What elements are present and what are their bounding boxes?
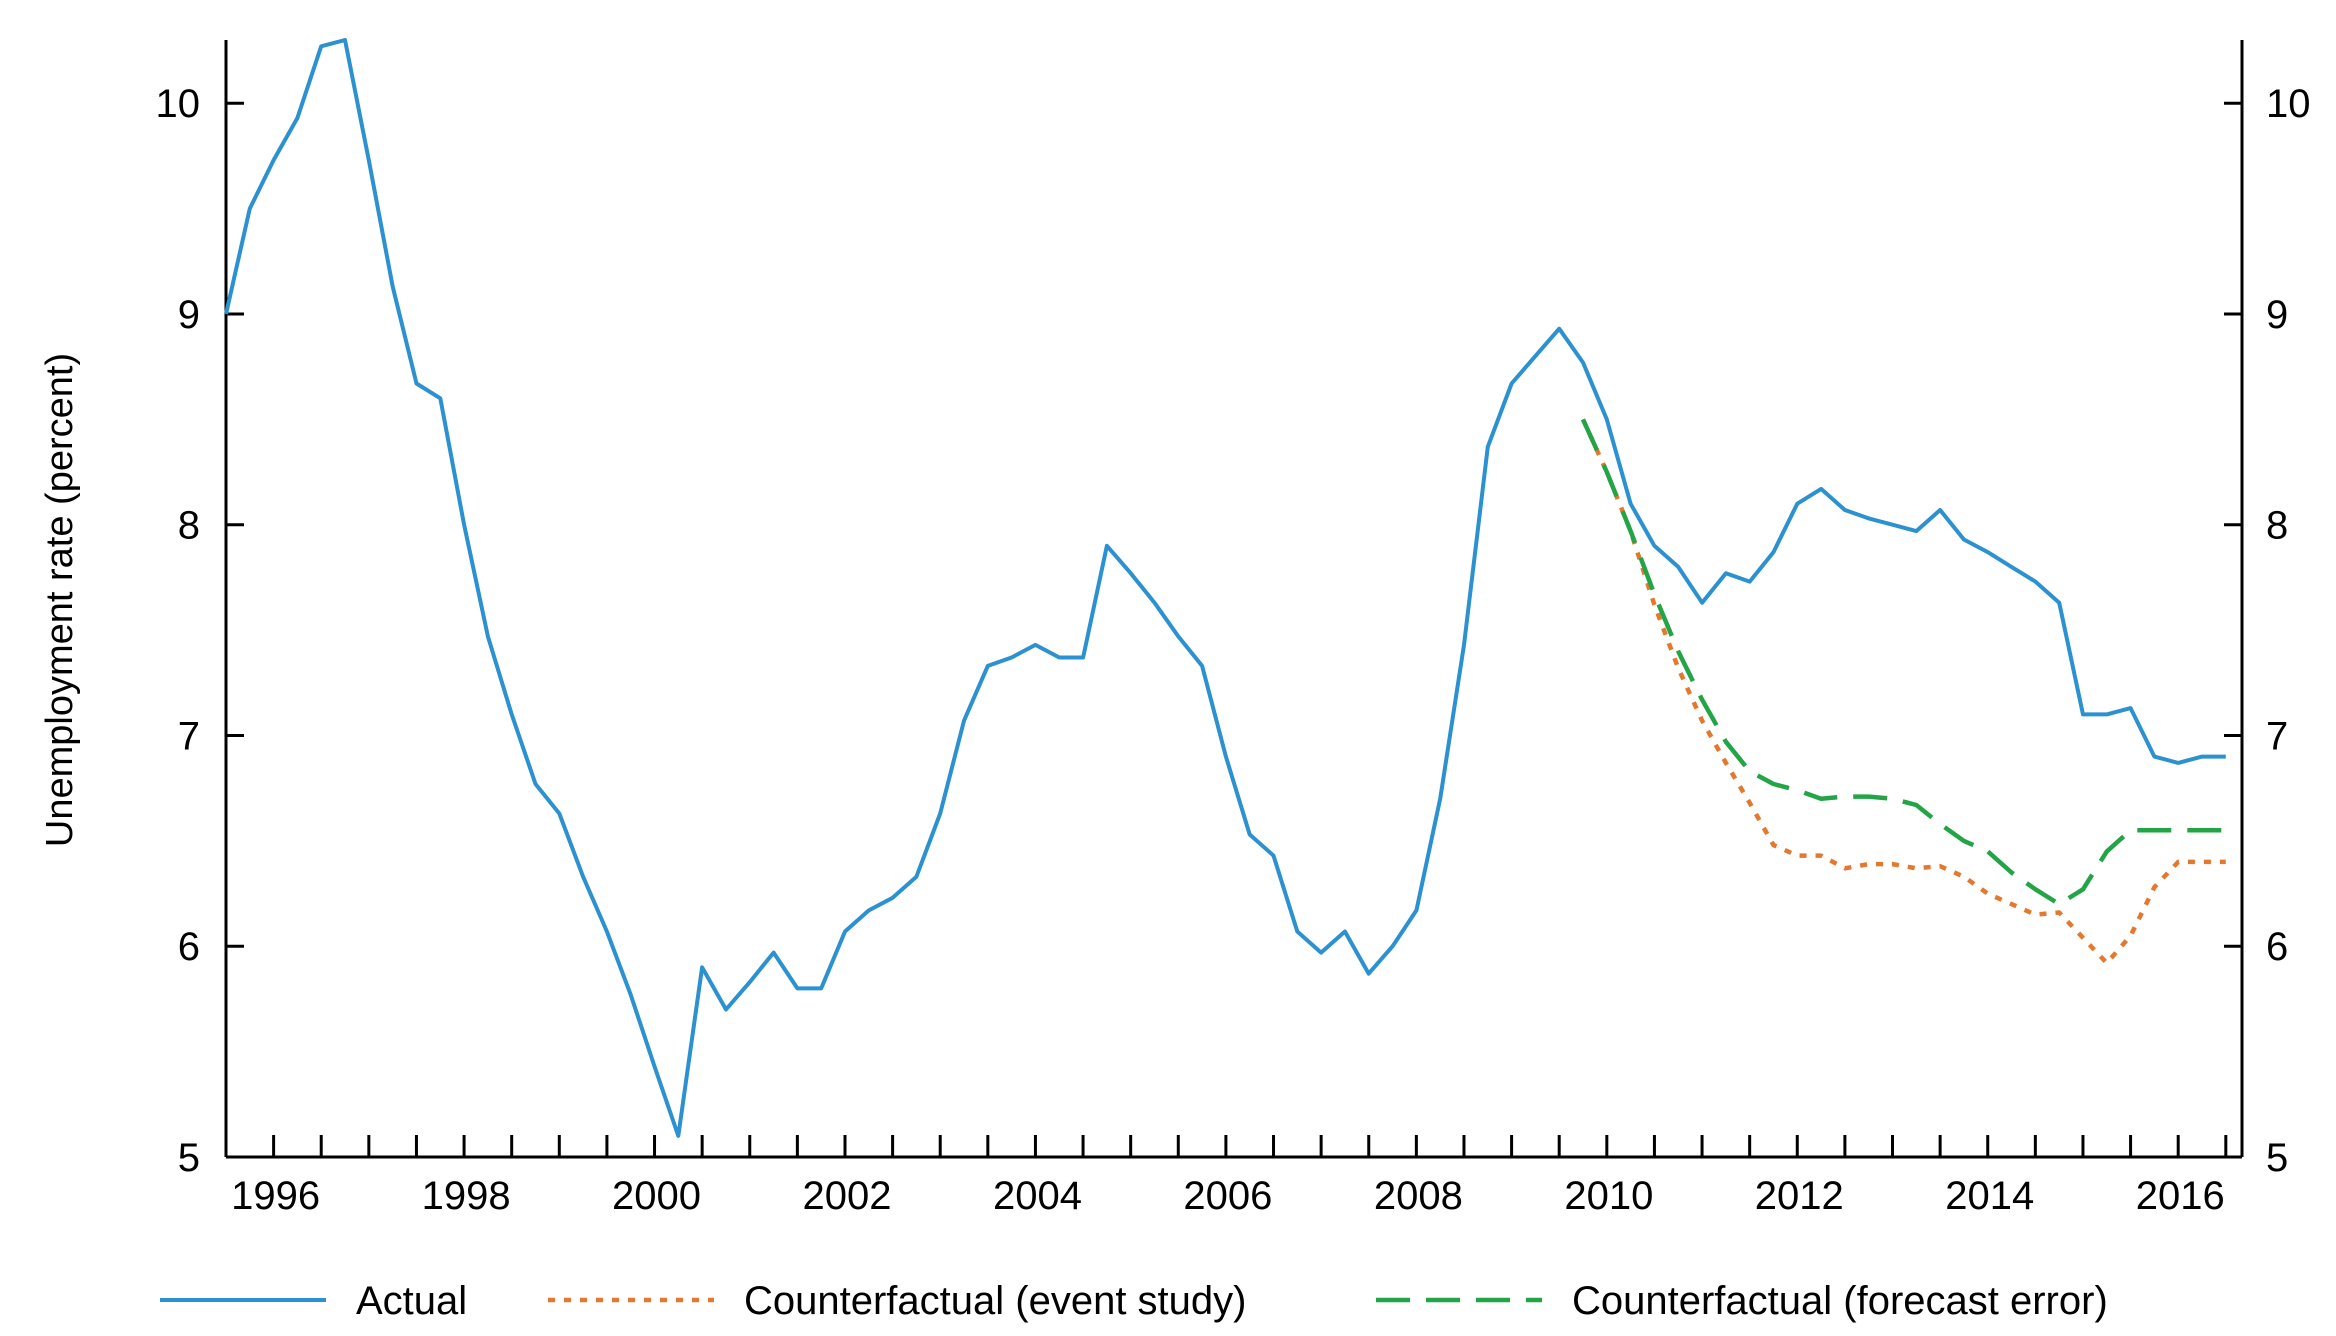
x-tick-label: 2016	[2136, 1174, 2225, 1218]
axes: 5 5 6 6 7 7 8 8 9 9 10 10 1996 1998 2000 2002 2004 2006 20…	[156, 40, 2311, 1218]
y-tick-label-right: 8	[2266, 504, 2288, 548]
y-tick-label-left: 7	[178, 714, 200, 758]
x-tick-label: 2002	[802, 1174, 891, 1218]
y-tick-label-left: 9	[178, 293, 200, 337]
legend-label: Counterfactual (forecast error)	[1572, 1279, 2108, 1323]
x-tick-label: 2008	[1374, 1174, 1463, 1218]
y-tick-label-right: 5	[2266, 1136, 2288, 1180]
legend-label: Counterfactual (event study)	[744, 1279, 1246, 1323]
x-tick-label: 2012	[1755, 1174, 1844, 1218]
x-tick-label: 2000	[612, 1174, 701, 1218]
y-tick-label-right: 9	[2266, 293, 2288, 337]
series-line-forecast-error	[1580, 418, 2226, 907]
y-tick-label-right: 6	[2266, 925, 2288, 969]
x-tick-label: 1998	[422, 1174, 511, 1218]
y-tick-label-left: 5	[178, 1136, 200, 1180]
series-line-actual	[224, 38, 2226, 1138]
x-tick-label: 2004	[993, 1174, 1082, 1218]
y-tick-label-left: 10	[156, 82, 201, 126]
series-line-event-study	[1580, 418, 2226, 966]
y-tick-label-left: 6	[178, 925, 200, 969]
x-tick-label: 2006	[1183, 1174, 1272, 1218]
x-tick-label: 1996	[231, 1174, 320, 1218]
x-tick-label: 2014	[1945, 1174, 2034, 1218]
legend-label: Actual	[356, 1279, 467, 1323]
y-tick-label-right: 7	[2266, 714, 2288, 758]
series-lines	[224, 38, 2226, 1138]
legend: Actual Counterfactual (event study) Counte…	[160, 1279, 2108, 1323]
y-axis-title: Unemployment rate (percent)	[39, 353, 81, 847]
x-tick-label: 2010	[1564, 1174, 1653, 1218]
y-tick-label-left: 8	[178, 504, 200, 548]
y-tick-label-right: 10	[2266, 82, 2311, 126]
